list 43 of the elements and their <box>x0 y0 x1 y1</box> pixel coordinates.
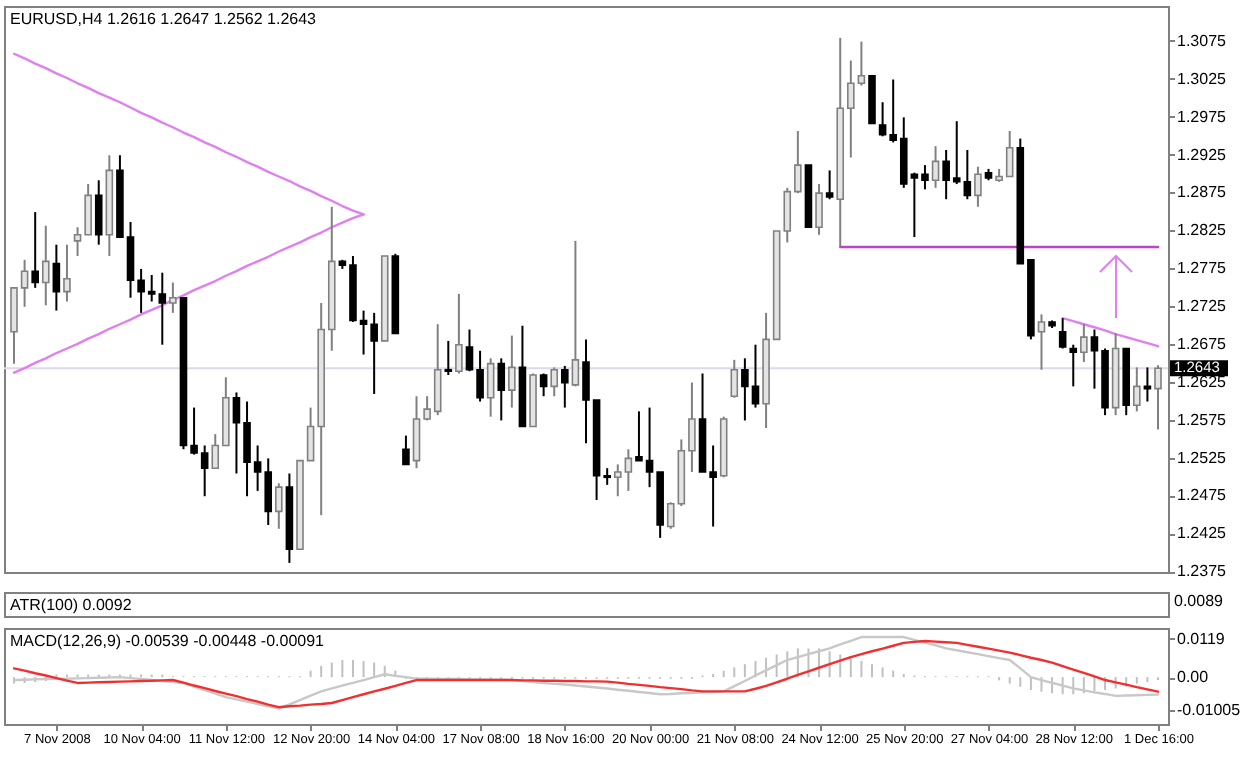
y-tick-label: 1.2975 <box>1177 107 1228 126</box>
y-tick-label: 1.2775 <box>1177 259 1228 278</box>
y-tick-label: -0.01005 <box>1177 700 1242 719</box>
candlestick <box>169 281 177 314</box>
y-tick-label: 1.2375 <box>1177 562 1228 581</box>
y-tick-label: 0.0119 <box>1177 629 1226 648</box>
candlestick <box>275 482 283 530</box>
candlestick <box>1069 343 1078 388</box>
candlestick <box>41 224 50 307</box>
candlestick <box>815 183 823 236</box>
chart-title: EURUSD,H4 1.2616 1.2647 1.2562 1.2643 <box>10 10 318 28</box>
candlestick <box>52 243 61 312</box>
y-tick-label: 1.2475 <box>1177 486 1228 505</box>
text: 0.0089 <box>1174 592 1225 610</box>
candlestick <box>1080 323 1088 364</box>
candlestick <box>825 169 834 201</box>
candlestick <box>539 372 548 398</box>
candlestick <box>868 74 876 125</box>
y-tick-label: 1.2825 <box>1177 221 1228 240</box>
y-tick-label: 1.2675 <box>1177 334 1228 353</box>
y-tick-label: 1.2875 <box>1177 183 1228 202</box>
y-tick-label: 1.2575 <box>1177 410 1228 429</box>
y-tick-label: 1.2625 <box>1177 372 1228 391</box>
y-tick-label: 1.3075 <box>1177 31 1228 50</box>
y-tick-label: 1.2725 <box>1177 297 1228 316</box>
candlestick <box>444 339 453 376</box>
candlestick <box>402 434 410 466</box>
y-tick-label: 1.2925 <box>1177 145 1228 164</box>
candlestick <box>497 357 506 422</box>
candlestick <box>974 165 982 208</box>
y-tick-label: 1.3025 <box>1177 69 1228 88</box>
candlestick <box>561 364 569 409</box>
candlestick <box>31 211 39 289</box>
line-series <box>1061 316 1160 348</box>
y-tick-label: 0.00 <box>1177 668 1210 687</box>
candlestick <box>94 179 103 246</box>
text: ATR(100) 0.0092 <box>10 596 133 614</box>
y-tick-label: 1.2425 <box>1177 524 1228 543</box>
y-tick-label: 1.2525 <box>1177 448 1228 467</box>
chart-title: MACD(12,26,9) -0.00539 -0.00448 -0.00091 <box>10 632 326 650</box>
candlestick <box>931 145 940 189</box>
candlestick <box>63 243 71 303</box>
candlestick <box>1058 317 1067 350</box>
